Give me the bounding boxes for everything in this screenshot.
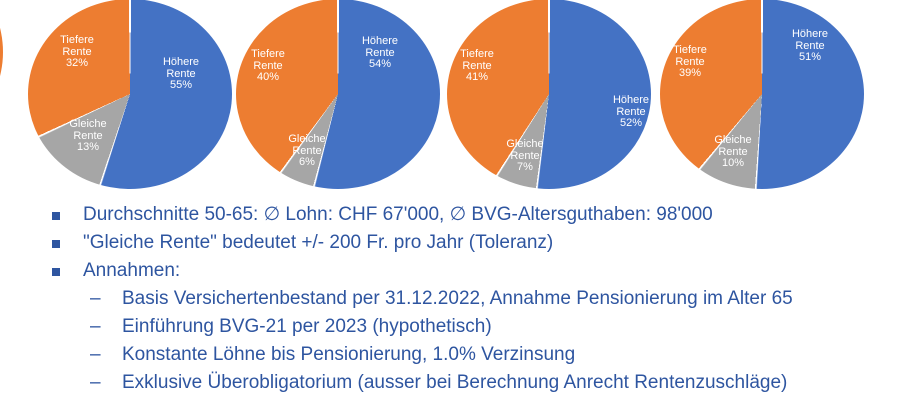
note-subitem: – Basis Versichertenbestand per 31.12.20… bbox=[0, 285, 905, 313]
pie-chart-3: Höhere Rente 52% Gleiche Rente 7% Tiefer… bbox=[447, 0, 651, 189]
dash-bullet-icon: – bbox=[90, 288, 101, 309]
dash-bullet-icon: – bbox=[90, 316, 101, 337]
pie1-gleiche-label: Gleiche Rente 13% bbox=[59, 117, 117, 154]
slice-percent: 32% bbox=[65, 56, 89, 69]
slice-percent: 51% bbox=[798, 50, 822, 63]
slice-percent: 39% bbox=[678, 66, 702, 79]
slice-percent: 10% bbox=[721, 156, 745, 169]
pie-chart-4: Höhere Rente 51% Gleiche Rente 10% Tiefe… bbox=[660, 0, 864, 189]
note-text: Basis Versichertenbestand per 31.12.2022… bbox=[122, 288, 793, 309]
note-subitem: – Einführung BVG-21 per 2023 (hypothetis… bbox=[0, 313, 905, 341]
slice-percent: 13% bbox=[76, 140, 100, 153]
slice-label: Höhere Rente bbox=[791, 27, 829, 52]
note-text: Einführung BVG-21 per 2023 (hypothetisch… bbox=[122, 316, 492, 337]
pie-chart-1: Höhere Rente 55% Gleiche Rente 13% Tiefe… bbox=[28, 0, 232, 189]
slice-percent: 7% bbox=[517, 160, 533, 173]
note-text: Durchschnitte 50-65: ∅ Lohn: CHF 67'000,… bbox=[83, 204, 713, 225]
note-text: Konstante Löhne bis Pensionierung, 1.0% … bbox=[122, 344, 576, 365]
pie4-tiefere-label: Tiefere Rente 39% bbox=[661, 43, 719, 80]
slice-label: Tiefere Rente bbox=[460, 47, 494, 72]
slice-label: Tiefere Rente bbox=[60, 33, 94, 58]
slice-label: Gleiche Rente bbox=[506, 137, 544, 162]
square-bullet-icon bbox=[52, 201, 83, 229]
square-bullet-icon bbox=[52, 229, 83, 257]
pie1-tiefere-label: Tiefere Rente 32% bbox=[48, 33, 106, 70]
pie1-hoehere-label: Höhere Rente 55% bbox=[152, 55, 210, 92]
slice-percent: 6% bbox=[299, 155, 315, 168]
slice-label: Höhere Rente bbox=[162, 55, 200, 80]
slice-label: Tiefere Rente bbox=[251, 47, 285, 72]
pie3-tiefere-label: Tiefere Rente 41% bbox=[448, 47, 506, 84]
note-item: Durchschnitte 50-65: ∅ Lohn: CHF 67'000,… bbox=[0, 201, 905, 229]
pie2-hoehere-label: Höhere Rente 54% bbox=[351, 34, 409, 71]
note-item: "Gleiche Rente" bedeutet +/- 200 Fr. pro… bbox=[0, 229, 905, 257]
pie3-gleiche-label: Gleiche Rente 7% bbox=[496, 137, 554, 174]
slice-percent: 55% bbox=[169, 78, 193, 91]
slice-percent: 41% bbox=[465, 70, 489, 83]
square-bullet-icon bbox=[52, 257, 83, 285]
dash-bullet-icon: – bbox=[90, 372, 101, 393]
slice-label: Tiefere Rente bbox=[673, 43, 707, 68]
pie3-hoehere-label: Höhere Rente 52% bbox=[602, 93, 660, 130]
note-text: "Gleiche Rente" bedeutet +/- 200 Fr. pro… bbox=[83, 232, 554, 253]
pie4-hoehere-label: Höhere Rente 51% bbox=[781, 27, 839, 64]
slice-percent: 52% bbox=[619, 116, 643, 129]
pie2-gleiche-label: Gleiche Rente 6% bbox=[278, 132, 336, 169]
cropped-pie-fragment bbox=[0, 0, 3, 152]
slice-label: Gleiche Rente bbox=[714, 133, 752, 158]
note-item: Annahmen: bbox=[0, 257, 905, 285]
note-subitem: – Exklusive Überobligatorium (ausser bei… bbox=[0, 369, 905, 397]
note-subitem: – Konstante Löhne bis Pensionierung, 1.0… bbox=[0, 341, 905, 369]
slice-label: Gleiche Rente bbox=[69, 117, 107, 142]
pie4-gleiche-label: Gleiche Rente 10% bbox=[704, 133, 762, 170]
slice-label: Höhere Rente bbox=[612, 93, 650, 118]
slice-percent: 54% bbox=[368, 57, 392, 70]
note-text: Annahmen: bbox=[83, 260, 181, 281]
dash-bullet-icon: – bbox=[90, 344, 101, 365]
pie-chart-2: Höhere Rente 54% Gleiche Rente 6% Tiefer… bbox=[236, 0, 440, 189]
slice-label: Höhere Rente bbox=[361, 34, 399, 59]
pie2-tiefere-label: Tiefere Rente 40% bbox=[239, 47, 297, 84]
note-text: Exklusive Überobligatorium (ausser bei B… bbox=[122, 372, 788, 393]
slice-percent: 40% bbox=[256, 70, 280, 83]
notes-list: Durchschnitte 50-65: ∅ Lohn: CHF 67'000,… bbox=[0, 201, 905, 397]
slice-label: Gleiche Rente bbox=[288, 132, 326, 157]
